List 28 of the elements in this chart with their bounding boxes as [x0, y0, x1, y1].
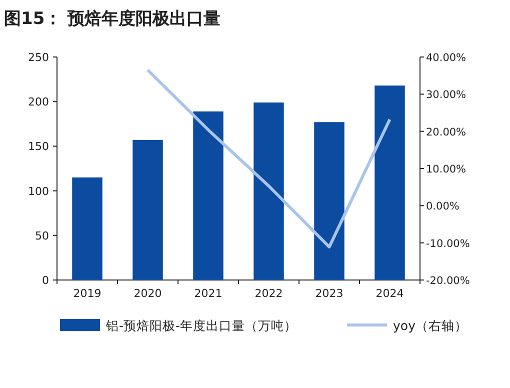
- y2-tick-label: 30.00%: [426, 89, 466, 102]
- y2-tick-label: 20.00%: [426, 126, 466, 138]
- y-tick-label: 50: [35, 229, 49, 242]
- legend-label: 铝-预焙阳极-年度出口量（万吨）: [105, 318, 298, 333]
- y2-tick-label: 40.00%: [426, 52, 466, 64]
- bar: [314, 122, 344, 280]
- bar: [72, 177, 102, 280]
- bar: [254, 102, 284, 280]
- x-tick-label: 2024: [376, 287, 404, 300]
- bar: [374, 86, 405, 280]
- y-tick-label: 150: [28, 140, 49, 154]
- y-tick-label: 250: [28, 51, 49, 64]
- x-tick-label: 2021: [194, 287, 222, 300]
- x-tick-label: 2019: [73, 287, 102, 300]
- x-tick-label: 2023: [315, 287, 344, 300]
- bar: [193, 111, 224, 280]
- y-tick-label: 200: [28, 96, 49, 109]
- legend-label: yoy（右轴）: [393, 318, 468, 333]
- chart-title: 图15： 预焙年度阳极出口量: [4, 9, 221, 29]
- x-tick-label: 2020: [134, 287, 162, 300]
- x-tick-label: 2022: [254, 287, 283, 300]
- y-tick-label: 100: [28, 184, 49, 198]
- y2-tick-label: 10.00%: [426, 164, 466, 176]
- y2-tick-label: -10.00%: [426, 238, 470, 250]
- y2-tick-label: -20.00%: [426, 275, 470, 287]
- bar: [132, 140, 163, 280]
- y-tick-label: 0: [42, 274, 49, 287]
- y2-tick-label: 0.00%: [426, 200, 460, 213]
